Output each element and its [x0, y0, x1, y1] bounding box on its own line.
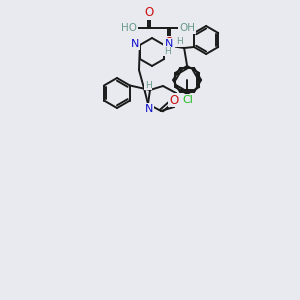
Text: O: O [144, 7, 154, 20]
Text: N: N [131, 39, 139, 49]
Text: O: O [169, 94, 178, 106]
Text: N: N [165, 39, 173, 49]
Text: H: H [164, 46, 170, 56]
Text: H: H [145, 80, 152, 89]
Text: H: H [176, 38, 182, 46]
Text: N: N [145, 104, 153, 114]
Text: O: O [164, 37, 174, 50]
Text: OH: OH [179, 23, 195, 33]
Text: Cl: Cl [183, 95, 194, 105]
Text: HO: HO [121, 23, 137, 33]
